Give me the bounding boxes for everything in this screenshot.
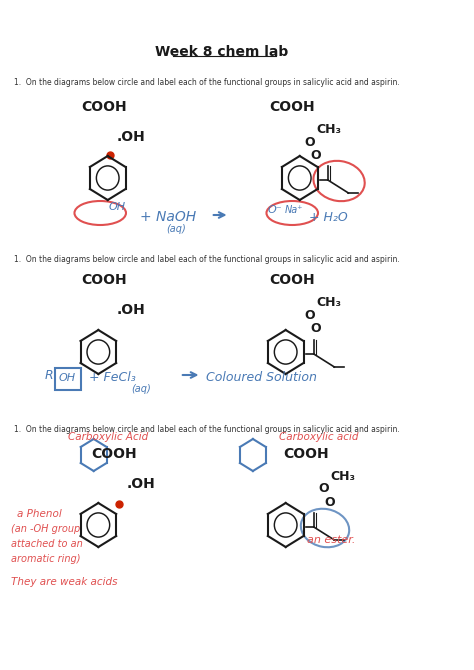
Text: Carboxylic acid: Carboxylic acid [279, 432, 359, 442]
Text: 1.  On the diagrams below circle and label each of the functional groups in sali: 1. On the diagrams below circle and labe… [14, 425, 400, 434]
Text: COOH: COOH [269, 100, 314, 114]
Text: COOH: COOH [283, 447, 328, 461]
Text: O: O [304, 308, 315, 322]
Text: aromatic ring): aromatic ring) [11, 554, 81, 564]
Text: R: R [45, 369, 54, 381]
Text: CH₃: CH₃ [317, 123, 342, 135]
Text: Week 8 chem lab: Week 8 chem lab [155, 45, 289, 59]
Text: + H₂O: + H₂O [309, 210, 348, 224]
Text: OH: OH [109, 202, 126, 212]
Text: CH₃: CH₃ [331, 470, 356, 482]
Text: a Phenol: a Phenol [17, 509, 62, 519]
Text: (an -OH group: (an -OH group [11, 524, 81, 534]
Text: COOH: COOH [82, 100, 127, 114]
Text: COOH: COOH [269, 273, 314, 287]
Text: Carboxylic Acid: Carboxylic Acid [68, 432, 149, 442]
Text: (aq): (aq) [167, 224, 186, 234]
Text: OH: OH [58, 373, 75, 383]
Text: an ester.: an ester. [307, 535, 356, 545]
Text: attached to an: attached to an [11, 539, 83, 549]
Text: COOH: COOH [91, 447, 137, 461]
Text: (aq): (aq) [131, 384, 151, 394]
Text: .OH: .OH [127, 477, 155, 491]
Text: O: O [319, 482, 329, 496]
Text: O: O [324, 496, 335, 509]
Text: + NaOH: + NaOH [140, 210, 197, 224]
Text: O: O [310, 149, 320, 161]
Text: O: O [310, 322, 320, 334]
Text: .OH: .OH [117, 303, 146, 317]
Text: + FeCl₃: + FeCl₃ [89, 371, 136, 383]
Text: 1.  On the diagrams below circle and label each of the functional groups in sali: 1. On the diagrams below circle and labe… [14, 255, 400, 264]
Text: O: O [304, 135, 315, 149]
Text: COOH: COOH [82, 273, 127, 287]
Text: CH₃: CH₃ [317, 295, 342, 308]
Text: Na⁺: Na⁺ [285, 205, 303, 215]
Text: .OH: .OH [117, 130, 146, 144]
Text: Coloured Solution: Coloured Solution [206, 371, 317, 383]
Text: O⁻: O⁻ [268, 205, 283, 215]
Text: They are weak acids: They are weak acids [11, 577, 118, 587]
Text: 1.  On the diagrams below circle and label each of the functional groups in sali: 1. On the diagrams below circle and labe… [14, 78, 400, 87]
